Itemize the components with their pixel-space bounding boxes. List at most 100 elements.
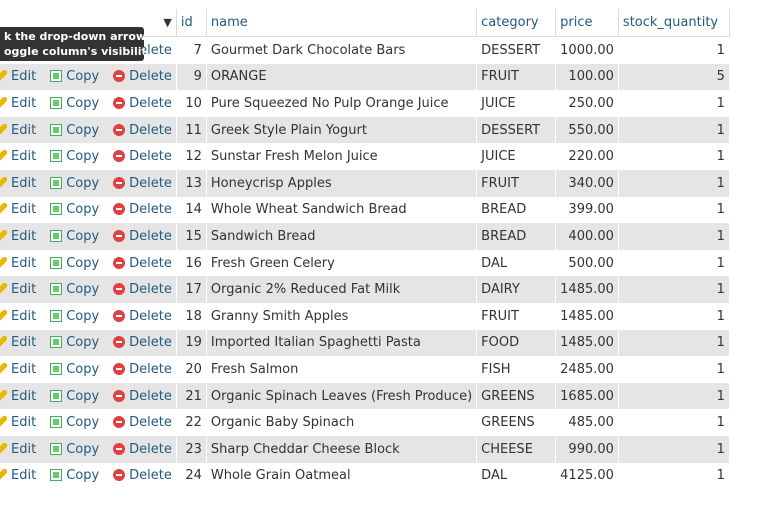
cell-category: JUICE (476, 90, 557, 117)
cell-stock-quantity: 1 (618, 329, 730, 357)
edit-link[interactable]: Edit (0, 309, 36, 324)
delete-link[interactable]: Delete (113, 468, 172, 483)
edit-link[interactable]: Edit (0, 96, 36, 111)
delete-label: Delete (129, 122, 172, 138)
cell-price: 100.00 (555, 63, 619, 91)
copy-link[interactable]: Copy (50, 309, 99, 324)
copy-label: Copy (66, 361, 100, 377)
cell-id: 15 (176, 223, 207, 250)
copy-link[interactable]: Copy (50, 149, 99, 164)
column-header-id[interactable]: id (176, 9, 207, 37)
column-header-price[interactable]: price (555, 9, 619, 37)
table-row: Edit Copy Delete 10 Pure Squeezed No Pulp Or… (0, 90, 730, 117)
delete-link[interactable]: Delete (113, 282, 172, 297)
edit-link[interactable]: Edit (0, 362, 36, 377)
copy-label: Copy (66, 441, 100, 457)
cell-name: Organic Spinach Leaves (Fresh Produce) (206, 382, 478, 410)
pencil-icon (0, 416, 7, 429)
delete-link[interactable]: Delete (113, 256, 172, 271)
cell-category: BREAD (476, 223, 557, 250)
copy-link[interactable]: Copy (50, 202, 99, 217)
table-header-row: ▼ id name category price stock_quantity (0, 9, 730, 37)
delete-link[interactable]: Delete (113, 389, 172, 404)
edit-link[interactable]: Edit (0, 415, 36, 430)
delete-link[interactable]: Delete (113, 335, 172, 350)
edit-link[interactable]: Edit (0, 468, 36, 483)
edit-link[interactable]: Edit (0, 256, 36, 271)
cell-price: 500.00 (555, 249, 619, 277)
delete-link[interactable]: Delete (113, 415, 172, 430)
copy-link[interactable]: Copy (50, 69, 99, 84)
delete-link[interactable]: Delete (113, 149, 172, 164)
copy-link[interactable]: Copy (50, 282, 99, 297)
cell-id: 23 (176, 435, 207, 463)
copy-link[interactable]: Copy (50, 123, 99, 138)
copy-link[interactable]: Copy (50, 335, 99, 350)
column-header-name[interactable]: name (206, 9, 478, 37)
cell-name: Greek Style Plain Yogurt (206, 116, 478, 144)
cell-category: DAIRY (476, 276, 557, 303)
results-table: ▼ id name category price stock_quantity … (0, 9, 730, 490)
cell-id: 22 (176, 409, 207, 436)
chevron-down-icon[interactable]: ▼ (163, 16, 172, 29)
column-header-category[interactable]: category (476, 9, 557, 37)
edit-link[interactable]: Edit (0, 389, 36, 404)
copy-link[interactable]: Copy (50, 96, 99, 111)
copy-link[interactable]: Copy (50, 362, 99, 377)
copy-link[interactable]: Copy (50, 468, 99, 483)
row-actions: Edit Copy Delete (0, 249, 177, 277)
delete-icon (113, 283, 126, 296)
edit-label: Edit (11, 95, 37, 111)
cell-stock-quantity: 1 (618, 223, 730, 250)
edit-link[interactable]: Edit (0, 335, 36, 350)
delete-icon (113, 176, 126, 189)
copy-link[interactable]: Copy (50, 389, 99, 404)
delete-link[interactable]: Delete (113, 229, 172, 244)
edit-link[interactable]: Edit (0, 176, 36, 191)
copy-link[interactable]: Copy (50, 415, 99, 430)
table-row: Edit Copy Delete 17 Organic 2% Reduced Fat M… (0, 276, 730, 303)
copy-icon (50, 256, 63, 269)
edit-link[interactable]: Edit (0, 202, 36, 217)
row-actions: Edit Copy Delete (0, 409, 177, 436)
delete-label: Delete (129, 228, 172, 244)
delete-link[interactable]: Delete (113, 202, 172, 217)
edit-link[interactable]: Edit (0, 282, 36, 297)
cell-id: 17 (176, 276, 207, 303)
delete-link[interactable]: Delete (113, 309, 172, 324)
edit-label: Edit (11, 122, 37, 138)
table-row: Edit Copy Delete 23 Sharp Cheddar Cheese Blo… (0, 435, 730, 463)
tooltip-line-2: oggle column's visibility. (4, 45, 144, 58)
delete-link[interactable]: Delete (113, 442, 172, 457)
copy-icon (50, 416, 63, 429)
copy-label: Copy (66, 388, 100, 404)
copy-link[interactable]: Copy (50, 256, 99, 271)
delete-link[interactable]: Delete (113, 123, 172, 138)
edit-link[interactable]: Edit (0, 69, 36, 84)
delete-link[interactable]: Delete (113, 362, 172, 377)
cell-stock-quantity: 1 (618, 36, 730, 64)
table-row: Edit Copy Delete 19 Imported Italian Spaghet… (0, 329, 730, 357)
delete-label: Delete (129, 282, 172, 298)
edit-link[interactable]: Edit (0, 123, 36, 138)
copy-link[interactable]: Copy (50, 229, 99, 244)
edit-link[interactable]: Edit (0, 442, 36, 457)
delete-icon (113, 309, 126, 322)
cell-id: 12 (176, 143, 207, 170)
delete-link[interactable]: Delete (113, 96, 172, 111)
delete-link[interactable]: Delete (113, 69, 172, 84)
delete-icon (113, 442, 126, 455)
delete-label: Delete (129, 308, 172, 324)
cell-category: JUICE (476, 143, 557, 170)
cell-price: 1000.00 (555, 36, 619, 64)
cell-price: 485.00 (555, 409, 619, 436)
edit-link[interactable]: Edit (0, 229, 36, 244)
cell-id: 21 (176, 382, 207, 410)
cell-stock-quantity: 1 (618, 382, 730, 410)
delete-link[interactable]: Delete (113, 176, 172, 191)
copy-link[interactable]: Copy (50, 176, 99, 191)
copy-link[interactable]: Copy (50, 442, 99, 457)
edit-link[interactable]: Edit (0, 149, 36, 164)
column-header-stock-quantity[interactable]: stock_quantity (618, 9, 730, 37)
delete-label: Delete (129, 388, 172, 404)
